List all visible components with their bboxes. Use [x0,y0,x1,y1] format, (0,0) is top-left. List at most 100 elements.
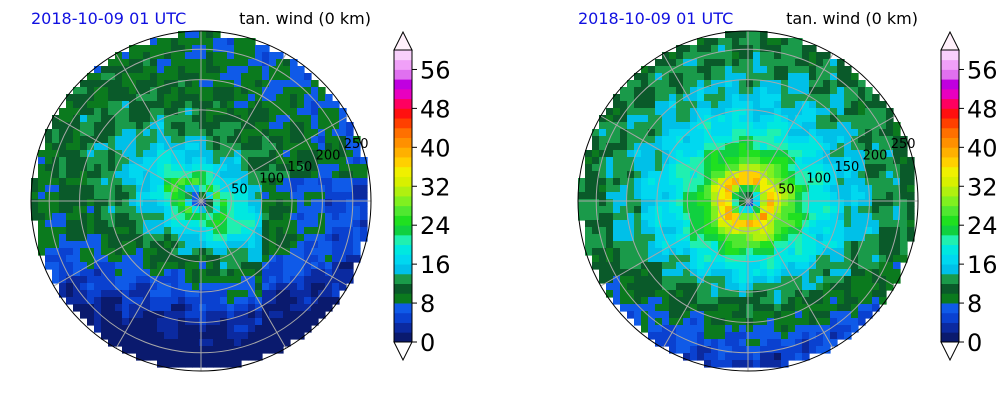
field-cell [746,234,754,242]
colorbar-segment [394,69,412,80]
field-cell [753,346,761,354]
field-cell [262,192,270,200]
field-cell [767,227,775,235]
field-cell [732,241,740,249]
colorbar-segment [941,264,959,275]
field-cell [732,206,740,214]
field-cell [816,171,824,179]
field-cell [234,234,242,242]
field-cell [774,87,782,95]
field-cell [760,45,768,53]
colorbar-outline [393,49,413,343]
field-cell [136,241,144,249]
field-cell [767,66,775,74]
colorbar-segment [394,312,412,323]
field-cell [171,318,179,326]
field-cell [634,87,642,95]
field-cell [325,206,333,214]
field-cell [704,346,712,354]
field-cell [227,234,235,242]
field-cell [171,171,179,179]
field-cell [311,311,319,319]
field-cell [823,318,831,326]
field-cell [94,283,102,291]
field-cell [816,241,824,249]
field-cell [311,129,319,137]
field-cell [206,157,214,165]
field-cell [339,220,347,228]
field-cell [80,297,88,305]
field-cell [886,108,894,116]
field-cell [276,234,284,242]
field-cell [94,136,102,144]
field-cell [774,115,782,123]
field-cell [129,143,137,151]
field-cell [718,360,726,368]
field-cell [143,101,151,109]
field-cell [276,185,284,193]
field-cell [662,136,670,144]
field-cell [227,227,235,235]
field-cell [157,66,165,74]
field-cell [87,297,95,305]
azimuth-spoke [53,115,202,202]
field-cell [725,206,733,214]
field-cell [788,332,796,340]
field-cell [760,339,768,347]
field-cell [676,52,684,60]
field-cell [164,213,172,221]
colorbar-tick-label: 48 [420,95,451,123]
field-cell [171,192,179,200]
field-cell [641,115,649,123]
field-cell [304,185,312,193]
field-cell [101,318,109,326]
field-cell [122,199,130,207]
field-cell [234,213,242,221]
field-cell [185,325,193,333]
field-cell [585,185,593,193]
field-cell [704,101,712,109]
field-cell [795,255,803,263]
field-cell [283,87,291,95]
field-cell [87,115,95,123]
field-cell [269,52,277,60]
field-cell [725,143,733,151]
field-cell [732,283,740,291]
field-cell [676,115,684,123]
field-cell [157,318,165,326]
field-cell [255,318,263,326]
field-cell [150,157,158,165]
field-cell [900,241,908,249]
field-cell [788,199,796,207]
field-cell [185,262,193,270]
field-cell [767,339,775,347]
field-cell [227,108,235,116]
field-cell [781,66,789,74]
field-cell [290,164,298,172]
field-cell [662,213,670,221]
field-cell [143,199,151,207]
field-cell [31,213,39,221]
field-cell [767,297,775,305]
field-cell [290,283,298,291]
field-cell [311,150,319,158]
field-cell [59,108,67,116]
field-cell [262,115,270,123]
field-cell [795,199,803,207]
field-cell [206,45,214,53]
field-cell [353,248,361,256]
field-cell [150,290,158,298]
field-cell [732,164,740,172]
field-cell [87,213,95,221]
field-cell [206,52,214,60]
field-cell [879,101,887,109]
field-cell [781,332,789,340]
field-cell [690,255,698,263]
field-cell [66,227,74,235]
field-cell [725,276,733,284]
field-cell [178,52,186,60]
field-cell [641,290,649,298]
field-cell [143,234,151,242]
field-cell [108,185,116,193]
field-cell [234,94,242,102]
